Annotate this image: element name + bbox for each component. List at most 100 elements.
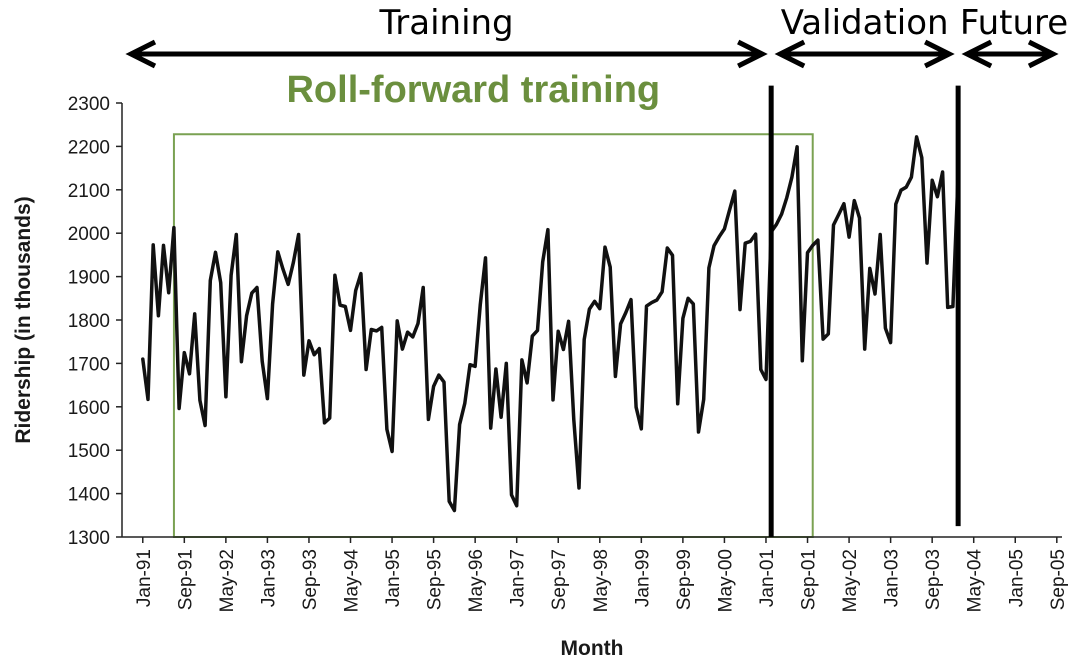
- data-point: [167, 291, 170, 294]
- y-tick-label: 2300: [68, 94, 110, 115]
- x-tick-label: May-04: [965, 549, 986, 613]
- data-point: [172, 226, 176, 229]
- data-point: [406, 331, 409, 334]
- data-point: [448, 500, 451, 503]
- x-tick-label: Sep-93: [300, 549, 321, 610]
- data-point: [692, 302, 695, 306]
- data-point: [645, 304, 648, 308]
- data-point: [364, 368, 368, 371]
- series-layer: [141, 135, 960, 513]
- data-point: [577, 486, 581, 490]
- phase-arrow-right-head: [924, 39, 955, 69]
- data-point: [899, 189, 903, 192]
- data-point: [723, 227, 726, 231]
- data-point: [198, 399, 202, 402]
- x-axis-title: Month: [561, 637, 624, 660]
- phase-arrow-left-head: [125, 39, 157, 69]
- data-point: [915, 135, 918, 139]
- data-point: [868, 267, 871, 270]
- x-tick-label: Sep-95: [425, 549, 446, 610]
- x-tick-label: Sep-97: [549, 549, 570, 610]
- data-point: [598, 307, 601, 310]
- data-point: [344, 305, 347, 308]
- data-point: [744, 242, 747, 245]
- data-point: [302, 373, 305, 377]
- y-tick-label: 1600: [68, 398, 110, 419]
- data-point: [333, 274, 337, 277]
- x-tick-label: Sep-99: [674, 549, 695, 610]
- data-point: [697, 430, 700, 434]
- data-point: [712, 244, 716, 247]
- data-point: [614, 375, 617, 378]
- data-point: [354, 289, 357, 292]
- data-point: [671, 254, 674, 257]
- data-point: [557, 330, 560, 333]
- data-point: [416, 322, 420, 325]
- y-axis-ticks: 1300 1400 1500 1600 1700 1800 1900 2000 2100 2200…: [68, 94, 122, 549]
- data-point: [287, 283, 290, 286]
- data-point: [453, 509, 456, 512]
- data-point: [588, 307, 591, 311]
- data-point: [785, 196, 788, 199]
- data-point: [884, 327, 887, 330]
- data-point: [307, 339, 311, 342]
- data-point: [266, 397, 269, 400]
- data-point: [676, 402, 679, 405]
- data-point: [271, 302, 274, 306]
- data-point: [603, 245, 607, 249]
- data-point: [941, 170, 944, 174]
- data-point: [458, 423, 461, 426]
- series-line: [141, 135, 960, 513]
- data-point: [411, 335, 414, 339]
- data-point: [240, 360, 243, 363]
- data-point: [738, 308, 742, 311]
- x-tick-label: Sep-91: [175, 549, 196, 610]
- data-point: [505, 362, 508, 365]
- y-tick-label: 1800: [68, 311, 110, 332]
- y-tick-label: 2200: [68, 137, 110, 158]
- x-tick-label: Sep-03: [923, 549, 944, 610]
- data-point: [520, 358, 524, 362]
- data-point: [629, 298, 633, 301]
- data-point: [593, 300, 596, 303]
- data-point: [245, 314, 248, 317]
- y-tick-label: 2000: [68, 224, 110, 245]
- data-point: [702, 398, 705, 401]
- data-point: [562, 348, 565, 351]
- phase-label: Training: [378, 3, 513, 43]
- data-point: [261, 360, 264, 363]
- y-tick-label: 1400: [68, 485, 110, 506]
- data-point: [806, 251, 809, 254]
- data-point: [858, 216, 861, 220]
- data-point: [255, 286, 259, 289]
- data-point: [837, 213, 840, 216]
- phase-label: Validation: [781, 3, 949, 43]
- data-point: [276, 250, 279, 254]
- data-point: [380, 326, 383, 329]
- data-point: [728, 208, 731, 211]
- data-point: [297, 233, 300, 236]
- phase-label: Future: [960, 3, 1068, 43]
- data-point: [432, 385, 435, 388]
- x-tick-label: Jan-05: [1006, 549, 1027, 607]
- data-point: [193, 312, 196, 316]
- data-point: [920, 156, 923, 159]
- data-point: [313, 353, 316, 356]
- data-point: [718, 235, 721, 238]
- data-point: [759, 368, 762, 371]
- data-point: [401, 347, 404, 351]
- data-point: [281, 268, 285, 271]
- x-axis-ticks: Jan-91 Sep-91 May-92 Jan-93 Sep-93 May-94 Jan-…: [134, 537, 1069, 612]
- data-point: [650, 301, 653, 304]
- y-tick-label: 1900: [68, 268, 110, 289]
- phase-arrow-right-head: [1027, 39, 1059, 69]
- y-tick-label: 1500: [68, 441, 110, 462]
- data-point: [422, 286, 425, 289]
- data-point: [515, 504, 518, 507]
- data-point: [936, 195, 939, 198]
- data-point: [832, 223, 835, 227]
- data-point: [801, 359, 804, 362]
- x-tick-label: Sep-01: [799, 549, 820, 610]
- phase-arrow-right-head: [737, 39, 768, 69]
